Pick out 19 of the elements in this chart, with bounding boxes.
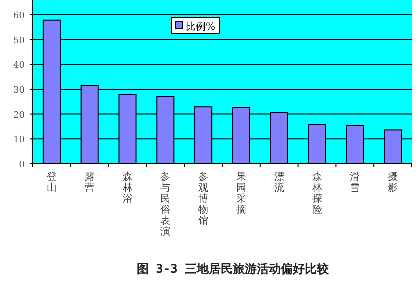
y-tick-label: 20 bbox=[14, 110, 26, 121]
x-tick-label: 摄影 bbox=[388, 171, 398, 194]
y-tick-label: 40 bbox=[14, 61, 26, 72]
x-tick-label: 漂流 bbox=[274, 171, 284, 194]
y-tick-label: 10 bbox=[14, 136, 26, 146]
x-tick-label: 登山 bbox=[46, 171, 57, 194]
x-tick-label: 参观博物馆 bbox=[198, 171, 209, 227]
y-tick-label: 0 bbox=[19, 160, 26, 170]
legend-label: 比例% bbox=[186, 21, 216, 33]
x-tick-label: 果园采摘 bbox=[236, 172, 246, 216]
x-tick-label: 参与民俗表演 bbox=[160, 171, 171, 238]
x-tick-label: 滑雪 bbox=[350, 171, 360, 194]
y-tick-label: 30 bbox=[14, 86, 26, 96]
x-tick-label: 森林浴 bbox=[122, 171, 133, 205]
y-tick-label: 60 bbox=[14, 11, 26, 22]
text: 图 3-3 三地居民旅游活动偏好比较 bbox=[136, 262, 330, 276]
y-tick-label: 50 bbox=[14, 36, 26, 46]
x-tick-label: 森林探险 bbox=[311, 171, 322, 216]
x-tick-label: 露营 bbox=[84, 171, 95, 194]
